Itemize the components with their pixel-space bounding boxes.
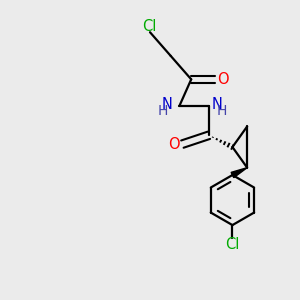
Text: O: O bbox=[168, 136, 180, 152]
Text: H: H bbox=[157, 104, 168, 118]
Text: Cl: Cl bbox=[142, 19, 157, 34]
Text: N: N bbox=[211, 97, 222, 112]
Text: O: O bbox=[217, 72, 229, 87]
Text: H: H bbox=[217, 104, 227, 118]
Polygon shape bbox=[231, 168, 247, 178]
Text: N: N bbox=[161, 97, 172, 112]
Text: Cl: Cl bbox=[225, 237, 240, 252]
